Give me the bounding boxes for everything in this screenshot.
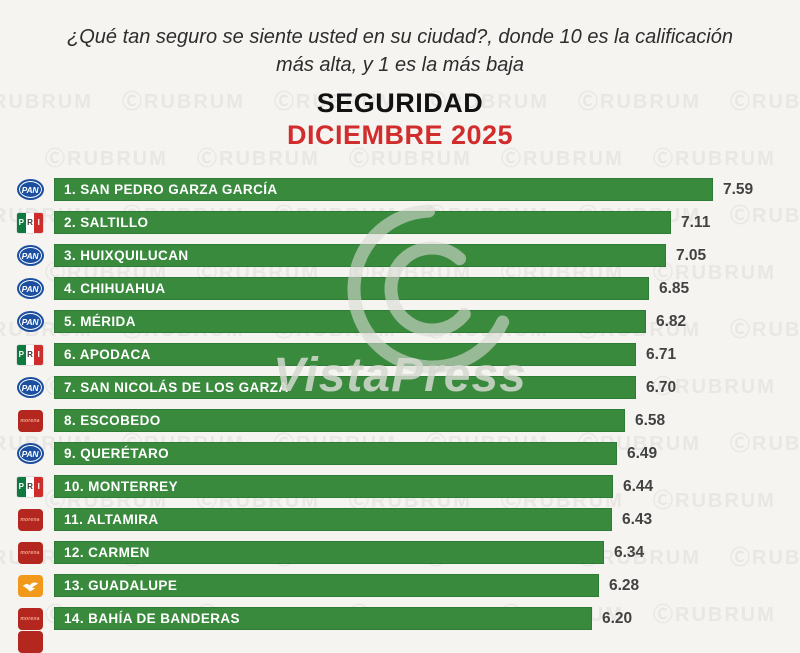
pri-band: P	[17, 344, 26, 365]
city-bar: 14. BAHÍA DE BANDERAS	[54, 607, 592, 630]
city-bar: 11. ALTAMIRA	[54, 508, 612, 531]
eagle-icon	[22, 582, 38, 592]
pri-band: R	[25, 344, 35, 365]
party-logo-wrap: PAN	[16, 310, 44, 333]
city-bar-label: 13. GUADALUPE	[64, 578, 178, 593]
city-bar-label: 9. QUERÉTARO	[64, 446, 170, 461]
city-bar-label: 1. SAN PEDRO GARZA GARCÍA	[64, 182, 278, 197]
bar-row: morena 14. BAHÍA DE BANDERAS 6.20	[16, 607, 753, 630]
party-logo-morena: morena	[17, 409, 43, 432]
city-bar-label: 5. MÉRIDA	[64, 314, 136, 329]
city-bar: 9. QUERÉTARO	[54, 442, 617, 465]
city-bar-label: 12. CARMEN	[64, 545, 150, 560]
city-bar-label: 6. APODACA	[64, 347, 151, 362]
party-logo-pan: PAN	[16, 311, 44, 332]
bar-value: 6.43	[622, 510, 653, 528]
city-bar-label: 2. SALTILLO	[64, 215, 149, 230]
city-bar-label: 7. SAN NICOLÁS DE LOS GARZA	[64, 380, 289, 395]
pri-band: I	[34, 476, 43, 497]
city-bar: 2. SALTILLO	[54, 211, 671, 234]
bar-value: 7.59	[723, 180, 754, 198]
city-bar: 8. ESCOBEDO	[54, 409, 625, 432]
city-bar-label: 14. BAHÍA DE BANDERAS	[64, 611, 240, 626]
party-logo-morena: morena	[17, 541, 43, 564]
party-logo-pan: PAN	[16, 179, 44, 200]
bar-value: 6.49	[627, 444, 658, 462]
bar-row: 13. GUADALUPE 6.28	[16, 574, 753, 597]
bar-row: P R I 10. MONTERREY 6.44	[16, 475, 753, 498]
bar-row: P R I 2. SALTILLO 7.11	[16, 211, 753, 234]
party-logo-wrap: PAN	[16, 442, 44, 465]
city-bar: 12. CARMEN	[54, 541, 604, 564]
bar-row: morena 11. ALTAMIRA 6.43	[16, 508, 753, 531]
city-bar-label: 8. ESCOBEDO	[64, 413, 161, 428]
pri-band: I	[34, 212, 43, 233]
party-logo-morena-partial	[18, 631, 43, 653]
bar-value: 6.71	[646, 345, 677, 363]
survey-question: ¿Qué tan seguro se siente usted en su ci…	[67, 26, 733, 76]
copyright-icon	[347, 204, 517, 374]
party-logo-wrap: morena	[16, 541, 44, 564]
bar-value: 6.82	[656, 312, 687, 330]
city-bar-label: 4. CHIHUAHUA	[64, 281, 166, 296]
bar-value: 7.11	[681, 213, 711, 231]
pri-band: R	[25, 212, 35, 233]
party-logo-wrap	[16, 574, 44, 597]
bar-value: 6.85	[659, 279, 690, 297]
bar-row: PAN 1. SAN PEDRO GARZA GARCÍA 7.59	[16, 178, 753, 201]
bar-value: 6.70	[646, 378, 677, 396]
party-logo-wrap: PAN	[16, 244, 44, 267]
party-logo-pan: PAN	[16, 245, 44, 266]
party-logo-pan: PAN	[16, 377, 44, 398]
bar-value: 6.20	[602, 609, 633, 627]
bar-rows: PAN 1. SAN PEDRO GARZA GARCÍA 7.59 P R I 2. SA…	[16, 178, 753, 640]
party-logo-wrap: morena	[16, 607, 44, 630]
party-logo-morena: morena	[17, 508, 43, 531]
party-logo-wrap: PAN	[16, 178, 44, 201]
city-bar: 10. MONTERREY	[54, 475, 613, 498]
pri-band: P	[17, 476, 26, 497]
party-logo-mc	[17, 574, 43, 597]
city-bar: 13. GUADALUPE	[54, 574, 599, 597]
party-logo-wrap: morena	[16, 409, 44, 432]
pri-band: I	[34, 344, 43, 365]
party-logo-wrap: PAN	[16, 376, 44, 399]
chart-subtitle: DICIEMBRE 2025	[286, 120, 514, 151]
bar-value: 6.28	[609, 576, 640, 594]
party-logo-pan: PAN	[16, 278, 44, 299]
city-bar-label: 10. MONTERREY	[64, 479, 178, 494]
header: ¿Qué tan seguro se siente usted en su ci…	[0, 24, 800, 151]
bar-row: morena 12. CARMEN 6.34	[16, 541, 753, 564]
bar-row: PAN 9. QUERÉTARO 6.49	[16, 442, 753, 465]
pri-band: R	[25, 476, 35, 497]
bar-row: PAN 7. SAN NICOLÁS DE LOS GARZA 6.70	[16, 376, 753, 399]
pri-band: P	[17, 212, 26, 233]
bar-row: morena 8. ESCOBEDO 6.58	[16, 409, 753, 432]
party-logo-wrap: morena	[16, 508, 44, 531]
party-logo-wrap: PAN	[16, 277, 44, 300]
city-bar: 1. SAN PEDRO GARZA GARCÍA	[54, 178, 713, 201]
party-logo-morena: morena	[17, 607, 43, 630]
bar-value: 7.05	[676, 246, 707, 264]
city-bar-label: 11. ALTAMIRA	[64, 512, 159, 527]
infographic-page: ⒸRUBRUMⒸRUBRUMⒸRUBRUMⒸRUBRUMⒸRUBRUMⒸRUBR…	[0, 24, 800, 653]
vistapress-watermark: VistaPress	[273, 349, 527, 402]
chart-title: SEGURIDAD	[316, 88, 484, 119]
bar-value: 6.34	[614, 543, 645, 561]
bar-value: 6.44	[623, 477, 654, 495]
city-bar: 7. SAN NICOLÁS DE LOS GARZA	[54, 376, 636, 399]
bar-value: 6.58	[635, 411, 666, 429]
city-bar-label: 3. HUIXQUILUCAN	[64, 248, 189, 263]
party-logo-pan: PAN	[16, 443, 44, 464]
